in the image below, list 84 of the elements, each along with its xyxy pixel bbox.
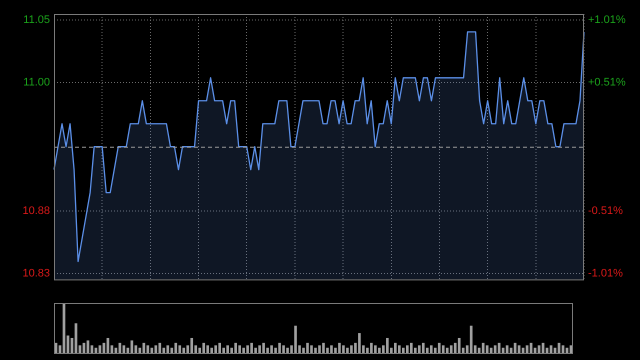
- bar: [270, 345, 273, 353]
- bar: [130, 340, 134, 353]
- bar: [166, 345, 170, 353]
- bar: [258, 345, 261, 353]
- bar: [394, 342, 397, 353]
- bar: [86, 340, 90, 353]
- bar: [146, 345, 150, 353]
- bar: [338, 342, 341, 353]
- bar: [226, 345, 229, 353]
- bar: [246, 345, 249, 353]
- bar: [342, 345, 345, 353]
- bar: [458, 338, 461, 353]
- bar: [74, 323, 78, 353]
- bar: [386, 338, 389, 353]
- bar: [250, 342, 253, 353]
- bar: [286, 348, 289, 353]
- bar: [498, 342, 500, 353]
- bar: [330, 345, 333, 353]
- bar: [314, 348, 317, 353]
- bar: [442, 345, 445, 353]
- bar: [514, 342, 516, 353]
- bar: [406, 345, 409, 353]
- bar: [318, 345, 321, 353]
- bar: [422, 342, 425, 353]
- bar: [494, 345, 496, 353]
- y2-tick-label: -0.51%: [588, 204, 624, 217]
- bar: [154, 345, 158, 353]
- bar: [62, 304, 66, 353]
- bar: [262, 342, 265, 353]
- bar: [482, 342, 485, 353]
- bar: [106, 338, 110, 353]
- bar: [218, 342, 222, 353]
- bar: [358, 333, 361, 353]
- bar: [310, 345, 313, 353]
- bar: [282, 345, 285, 353]
- bar: [486, 345, 488, 353]
- bar: [450, 345, 453, 353]
- bar: [470, 326, 473, 353]
- bar: [566, 348, 568, 353]
- bar: [562, 345, 564, 353]
- bar: [142, 342, 146, 353]
- bar: [322, 342, 325, 353]
- bar: [430, 345, 433, 353]
- bar: [174, 342, 178, 353]
- bar: [278, 342, 281, 353]
- bar: [214, 345, 218, 353]
- y-tick-label: 10.88: [22, 204, 50, 217]
- bar: [410, 342, 413, 353]
- bar: [526, 345, 528, 353]
- y-tick-label: 11.00: [23, 76, 50, 89]
- bar: [374, 345, 377, 353]
- bar: [118, 342, 122, 353]
- bar: [518, 345, 520, 353]
- bar: [98, 345, 102, 353]
- bar: [346, 348, 349, 353]
- bar: [570, 345, 572, 353]
- bar: [550, 345, 552, 353]
- y2-tick-label: +1.01%: [588, 14, 626, 26]
- bar: [294, 326, 297, 353]
- bar: [122, 345, 126, 353]
- bar: [54, 342, 58, 353]
- bar: [306, 342, 309, 353]
- y-tick-label: 10.83: [22, 268, 50, 280]
- bar: [202, 342, 206, 353]
- y2-tick-label: +0.51%: [588, 76, 626, 89]
- bar: [82, 342, 86, 353]
- bar: [542, 342, 544, 353]
- bar: [206, 345, 210, 353]
- bar: [190, 338, 194, 353]
- bar: [538, 345, 540, 353]
- bar: [418, 345, 421, 353]
- y2-tick-label: -1.01%: [588, 268, 624, 280]
- bar: [558, 342, 560, 353]
- bar: [506, 345, 508, 353]
- y-tick-label: 11.05: [23, 14, 50, 26]
- bar: [438, 342, 441, 353]
- bar: [178, 345, 182, 353]
- bar: [158, 342, 162, 353]
- bar: [370, 342, 373, 353]
- bar: [238, 345, 241, 353]
- bar: [234, 342, 237, 353]
- bar: [530, 342, 532, 353]
- bar: [350, 345, 353, 353]
- bar: [398, 345, 401, 353]
